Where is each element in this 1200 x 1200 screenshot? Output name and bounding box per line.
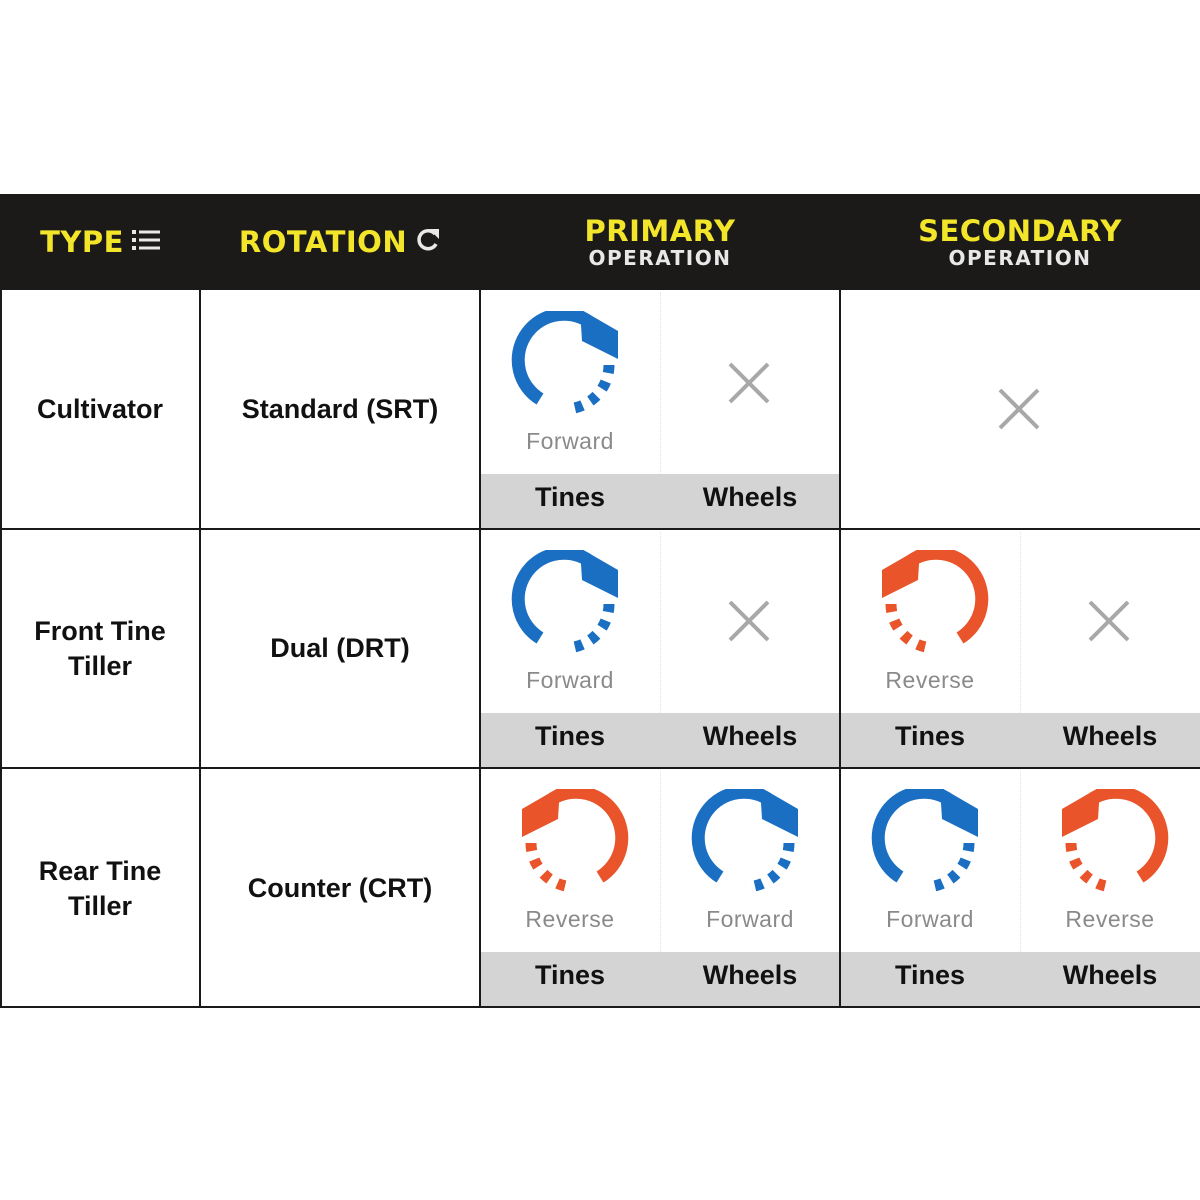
wheels-label: Wheels bbox=[1062, 721, 1158, 751]
cell-divider bbox=[1020, 532, 1021, 713]
clockwise-arrow-icon bbox=[510, 307, 630, 426]
wheels-label: Wheels bbox=[702, 960, 798, 990]
x-mark-icon bbox=[998, 388, 1040, 435]
cell-divider bbox=[660, 532, 661, 713]
tiller-comparison-table: TYPE ROTATION PRIMARY OPERATION bbox=[0, 194, 1200, 1008]
clockwise-arrow-icon bbox=[510, 546, 630, 665]
tines-label: Tines bbox=[534, 721, 606, 751]
header-type-label: TYPE bbox=[40, 225, 124, 259]
cell-divider bbox=[660, 292, 661, 474]
x-mark-icon bbox=[728, 362, 770, 409]
grid-line bbox=[479, 290, 481, 1008]
primary-label-strip bbox=[481, 713, 839, 767]
header-rotation: ROTATION bbox=[200, 194, 480, 290]
grid-line bbox=[839, 290, 841, 1008]
tines-label: Tines bbox=[894, 960, 966, 990]
header-primary: PRIMARY OPERATION bbox=[480, 194, 840, 290]
refresh-icon bbox=[415, 227, 441, 258]
cell-divider bbox=[1020, 771, 1021, 952]
row-type-label: Rear Tine Tiller bbox=[38, 855, 162, 921]
row-type-front-tine-tiller: Front Tine Tiller bbox=[0, 530, 200, 767]
direction-label: Forward bbox=[526, 428, 614, 454]
clockwise-arrow-icon bbox=[870, 785, 990, 904]
counterclockwise-arrow-icon bbox=[870, 546, 990, 665]
row-type-label: Front Tine Tiller bbox=[34, 615, 166, 681]
direction-label: Reverse bbox=[525, 906, 615, 932]
direction-label: Forward bbox=[706, 906, 794, 932]
grid-line bbox=[0, 528, 1200, 530]
header-secondary: SECONDARY OPERATION bbox=[840, 194, 1200, 290]
row-type-cultivator: Cultivator bbox=[36, 393, 163, 424]
tines-label: Tines bbox=[534, 482, 606, 512]
clockwise-arrow-icon bbox=[690, 785, 810, 904]
wheels-label: Wheels bbox=[702, 482, 798, 512]
header-secondary-label: SECONDARY bbox=[918, 213, 1122, 248]
grid-line bbox=[0, 1006, 1200, 1008]
secondary-label-strip bbox=[841, 952, 1200, 1007]
grid-line bbox=[0, 767, 1200, 769]
direction-label: Reverse bbox=[1065, 906, 1155, 932]
primary-label-strip bbox=[481, 952, 839, 1007]
row-type-rear-tine-tiller: Rear Tine Tiller bbox=[0, 769, 200, 1008]
tines-label: Tines bbox=[894, 721, 966, 751]
grid-line bbox=[0, 290, 2, 1008]
list-icon bbox=[131, 229, 160, 256]
primary-label-strip bbox=[481, 474, 839, 528]
header-rotation-label: ROTATION bbox=[238, 225, 408, 259]
x-mark-icon bbox=[1088, 600, 1130, 647]
header-primary-label: PRIMARY bbox=[584, 213, 736, 248]
direction-label: Forward bbox=[886, 906, 974, 932]
x-mark-icon bbox=[728, 600, 770, 647]
direction-label: Forward bbox=[526, 667, 614, 693]
row-rotation-counter: Counter (CRT) bbox=[247, 873, 433, 903]
counterclockwise-arrow-icon bbox=[1050, 785, 1170, 904]
row-rotation-dual: Dual (DRT) bbox=[270, 633, 410, 663]
row-rotation-standard: Standard (SRT) bbox=[241, 393, 439, 424]
header-bar bbox=[0, 194, 1200, 290]
header-type: TYPE bbox=[0, 194, 200, 290]
secondary-label-strip bbox=[841, 713, 1200, 767]
counterclockwise-arrow-icon bbox=[510, 785, 630, 904]
cell-divider bbox=[660, 771, 661, 952]
wheels-label: Wheels bbox=[702, 721, 798, 751]
header-primary-sub: OPERATION bbox=[588, 245, 732, 270]
header-secondary-sub: OPERATION bbox=[948, 245, 1092, 270]
direction-label: Reverse bbox=[885, 667, 975, 693]
tines-label: Tines bbox=[534, 960, 606, 990]
wheels-label: Wheels bbox=[1062, 960, 1158, 990]
grid-line bbox=[199, 290, 201, 1008]
